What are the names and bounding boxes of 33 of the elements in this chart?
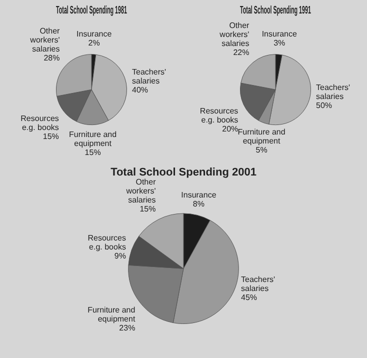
slice-label: Other workers' salaries — [218, 21, 250, 48]
chart-title: Total School Spending 1981 — [56, 3, 128, 16]
data-label: 2% — [88, 38, 100, 48]
slice-label: Resources e.g. books — [200, 106, 238, 124]
data-label: 40% — [132, 86, 148, 95]
chart-title: Total School Spending 2001 — [110, 166, 256, 179]
slice-label: Furniture and equipment — [69, 130, 117, 148]
data-label: 45% — [241, 293, 258, 302]
slice-label: Furniture and equipment — [88, 305, 136, 324]
slice-label: Resources e.g. books — [20, 114, 59, 132]
data-label: 20% — [222, 124, 238, 134]
slice-label: Other workers' salaries — [29, 26, 60, 54]
slice-label: Resources e.g. books — [88, 234, 126, 252]
data-label: 28% — [44, 54, 60, 63]
data-label: 9% — [114, 252, 126, 261]
slice-label: Insurance — [181, 190, 217, 200]
data-label: 8% — [192, 200, 204, 209]
slice-label: Furniture and equipment — [238, 128, 286, 146]
data-label: 15% — [84, 148, 101, 158]
data-label: 5% — [256, 146, 268, 155]
data-label: 50% — [316, 101, 332, 110]
slice-label: Insurance — [76, 30, 112, 39]
slice-label: Other workers' salaries — [125, 177, 156, 204]
data-label: 3% — [274, 38, 286, 48]
data-label: 15% — [42, 132, 59, 142]
slice-label: Teachers' salaries — [241, 275, 276, 294]
slice-label: Insurance — [262, 30, 298, 39]
chart-title: Total School Spending 1991 — [240, 3, 312, 16]
data-label: 23% — [119, 323, 136, 332]
data-label: 15% — [140, 204, 156, 214]
data-label: 22% — [233, 48, 250, 58]
slice-label: Teachers' salaries — [316, 83, 350, 102]
slice-label: Teachers' salaries — [132, 68, 166, 86]
